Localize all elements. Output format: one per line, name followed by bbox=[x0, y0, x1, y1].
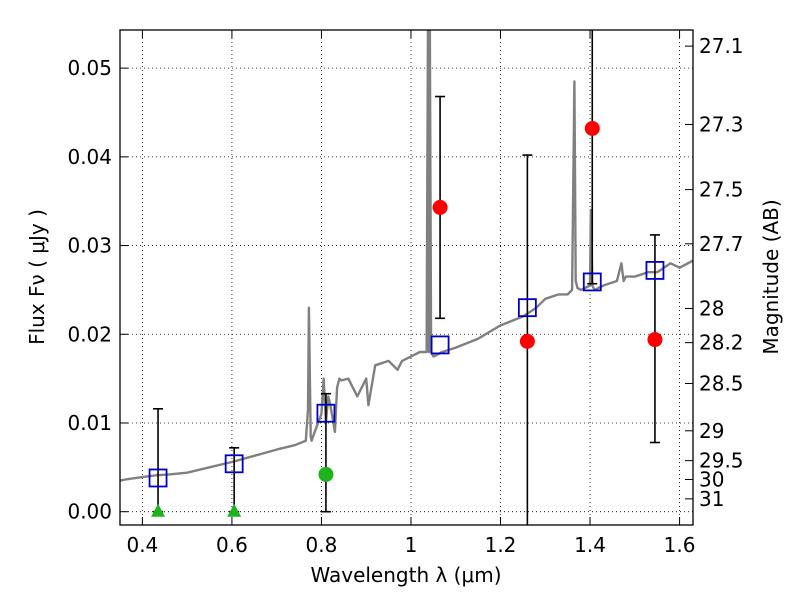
mag-tick-label: 31 bbox=[699, 487, 724, 511]
model-photometry-point bbox=[645, 261, 665, 280]
y-axis-title: Flux Fν ( μJy ) bbox=[25, 209, 49, 345]
observed-flux-point bbox=[647, 332, 663, 348]
observed-flux-point bbox=[584, 120, 600, 136]
detection-point bbox=[318, 466, 334, 482]
grid-layer bbox=[120, 30, 693, 525]
x-tick-label: 0.4 bbox=[126, 533, 158, 557]
model-spectrum-line bbox=[120, 30, 693, 482]
model-photometry-point bbox=[517, 298, 537, 318]
model-photometry-point bbox=[224, 454, 244, 474]
x-axis-title: Wavelength λ (μm) bbox=[310, 563, 501, 587]
y-tick-label: 0.05 bbox=[67, 56, 112, 80]
y-tick-label: 0.03 bbox=[67, 234, 112, 258]
x-tick-label: 0.8 bbox=[306, 533, 338, 557]
observed-flux-point bbox=[432, 199, 448, 215]
x-tick-label: 1.4 bbox=[574, 533, 606, 557]
plot-frame bbox=[119, 29, 694, 526]
mag-tick-label: 27.1 bbox=[699, 34, 744, 58]
y-tick-label: 0.00 bbox=[67, 500, 112, 524]
upper-limit-point bbox=[151, 503, 166, 517]
x-tick-label: 1.2 bbox=[485, 533, 517, 557]
mag-tick-label: 28.5 bbox=[699, 371, 744, 395]
model-photometry-point bbox=[430, 335, 450, 355]
y-tick-label: 0.04 bbox=[67, 145, 112, 169]
marker-layer bbox=[148, 120, 665, 517]
mag-tick-label: 30 bbox=[699, 467, 724, 491]
mag-tick-label: 29.5 bbox=[699, 449, 744, 473]
tick-layer bbox=[120, 30, 693, 525]
mag-tick-label: 29 bbox=[699, 419, 724, 443]
y-right-axis-title: Magnitude (AB) bbox=[759, 199, 783, 354]
mag-tick-label: 28.2 bbox=[699, 331, 744, 355]
observed-flux-point bbox=[519, 333, 535, 349]
mag-tick-label: 27.3 bbox=[699, 112, 744, 136]
y-tick-label: 0.02 bbox=[67, 322, 112, 346]
model-photometry-point bbox=[316, 403, 336, 423]
mag-tick-label: 28 bbox=[699, 296, 724, 320]
label-layer: 0.4 0.6 0.8 1 1.2 1.4 1.6 0.00 0.01 0.02 0.03 0.04 0… bbox=[67, 34, 743, 557]
model-layer bbox=[120, 30, 693, 482]
upper-limit-point bbox=[227, 503, 242, 517]
x-tick-label: 0.6 bbox=[216, 533, 248, 557]
mag-tick-label: 27.5 bbox=[699, 178, 744, 202]
mag-tick-label: 27.7 bbox=[699, 232, 744, 256]
y-tick-label: 0.01 bbox=[67, 411, 112, 435]
model-photometry-point bbox=[582, 272, 602, 292]
model-photometry-point bbox=[148, 468, 168, 488]
x-tick-label: 1.6 bbox=[664, 533, 696, 557]
x-tick-label: 1 bbox=[405, 533, 418, 557]
